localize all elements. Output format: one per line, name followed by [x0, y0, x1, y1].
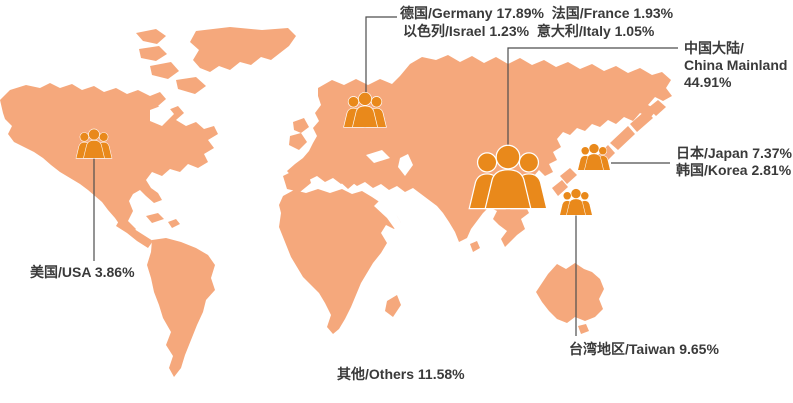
china-people-icon [468, 144, 548, 210]
arctic-island-shape [150, 62, 179, 79]
germany-france-label: 德国/Germany 17.89% 法国/France 1.93% [400, 5, 674, 21]
tasmania-shape [578, 324, 589, 334]
arctic-island-shape [136, 29, 166, 44]
east-asia-coast-shape [552, 180, 568, 196]
usa-label: 美国/USA 3.86% [30, 264, 135, 280]
germany-leader-line [365, 16, 397, 93]
central-america-shape [116, 219, 153, 248]
red-sea-shape [374, 200, 404, 232]
japan-arc-shape [648, 100, 666, 116]
leader-lines [93, 16, 678, 336]
japan-korea-people-icon [577, 143, 611, 171]
usa-people-icon [75, 128, 113, 159]
australia-shape [536, 263, 604, 323]
others-label: 其他/Others 11.58% [337, 366, 465, 382]
china-label-line3: 44.91% [684, 74, 732, 90]
israel-italy-label: 以色列/Israel 1.23% 意大利/Italy 1.05% [403, 23, 655, 39]
japan-arc-shape [610, 126, 635, 150]
taiwan-people-icon [559, 188, 593, 216]
britain-shape [293, 118, 309, 133]
caspian-sea-shape [398, 154, 413, 176]
arctic-island-shape [139, 46, 167, 61]
italy-shape [328, 165, 355, 189]
hudson-bay-shape [150, 104, 174, 126]
sri-lanka-shape [470, 241, 480, 252]
continents [0, 27, 672, 377]
east-asia-coast-shape [560, 168, 577, 184]
germany-people-icon [343, 91, 387, 128]
eurasia-shape [287, 55, 672, 247]
japan-arc-shape [630, 110, 653, 132]
black-sea-shape [366, 150, 390, 163]
britain-shape [289, 133, 307, 150]
arctic-island-shape [176, 77, 206, 94]
north-america-shape [0, 83, 218, 235]
taiwan-label: 台湾地区/Taiwan 9.65% [569, 341, 719, 357]
korea-label: 韩国/Korea 2.81% [676, 162, 792, 178]
greenland-shape [190, 27, 296, 72]
china-label-line1: 中国大陆/ [684, 40, 744, 56]
japan-label: 日本/Japan 7.37% [676, 145, 792, 161]
iberia-shape [283, 170, 311, 192]
africa-shape [279, 189, 401, 334]
caribbean-island-shape [146, 213, 164, 223]
south-america-shape [147, 238, 215, 377]
china-leader-line [507, 47, 678, 146]
madagascar-shape [385, 295, 401, 317]
caribbean-island-shape [168, 219, 180, 228]
china-label-line2: China Mainland [684, 57, 788, 73]
